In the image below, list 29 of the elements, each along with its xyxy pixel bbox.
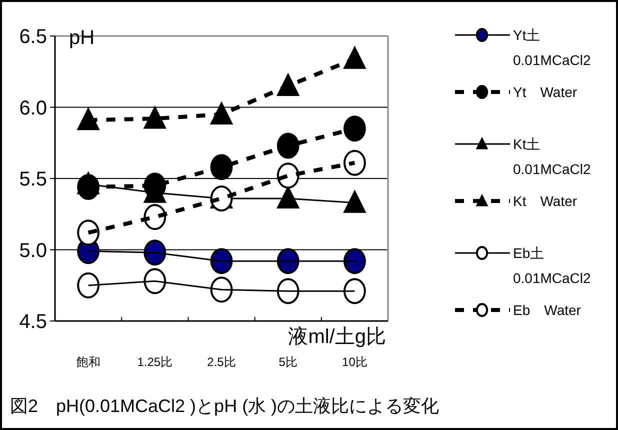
point bbox=[344, 248, 366, 274]
point bbox=[210, 248, 233, 274]
point bbox=[344, 116, 366, 142]
text: 図2 pH(0.01MCaCl2 )とpH (水 )の土液比による変化 bbox=[10, 396, 440, 416]
point bbox=[343, 190, 366, 213]
x-tick-label: 2.5比 bbox=[207, 355, 236, 369]
x-tick-label: 10比 bbox=[342, 355, 368, 369]
point bbox=[144, 106, 166, 129]
y-tick-label: 5.0 bbox=[19, 240, 47, 262]
point bbox=[276, 248, 300, 274]
x-axis-title: 液ml/土g比 bbox=[288, 326, 386, 348]
x-tick-label: 1.25比 bbox=[137, 355, 173, 369]
legend-label: Kt Water bbox=[513, 193, 578, 209]
x-tick-label: 5比 bbox=[278, 355, 298, 369]
x-tick-label: 飽和 bbox=[76, 355, 100, 369]
legend-label: Yt土 0.01MCaCl2 bbox=[513, 27, 592, 68]
point bbox=[77, 220, 100, 246]
y-axis-title: pH bbox=[69, 27, 95, 49]
legend-label: Eb土 0.01MCaCl2 bbox=[513, 245, 592, 286]
legend-label: Yt Water bbox=[513, 84, 578, 100]
y-tick-label: 6.0 bbox=[19, 97, 47, 120]
point bbox=[144, 240, 166, 266]
point bbox=[276, 132, 300, 159]
legend-label: Eb Water bbox=[513, 302, 582, 318]
legend-label: Kt土 0.01MCaCl2 bbox=[513, 136, 592, 177]
point bbox=[210, 154, 233, 180]
y-tick-label: 5.5 bbox=[19, 168, 47, 190]
y-tick-label: 6.5 bbox=[19, 26, 47, 48]
y-tick-label: 4.5 bbox=[19, 311, 47, 333]
